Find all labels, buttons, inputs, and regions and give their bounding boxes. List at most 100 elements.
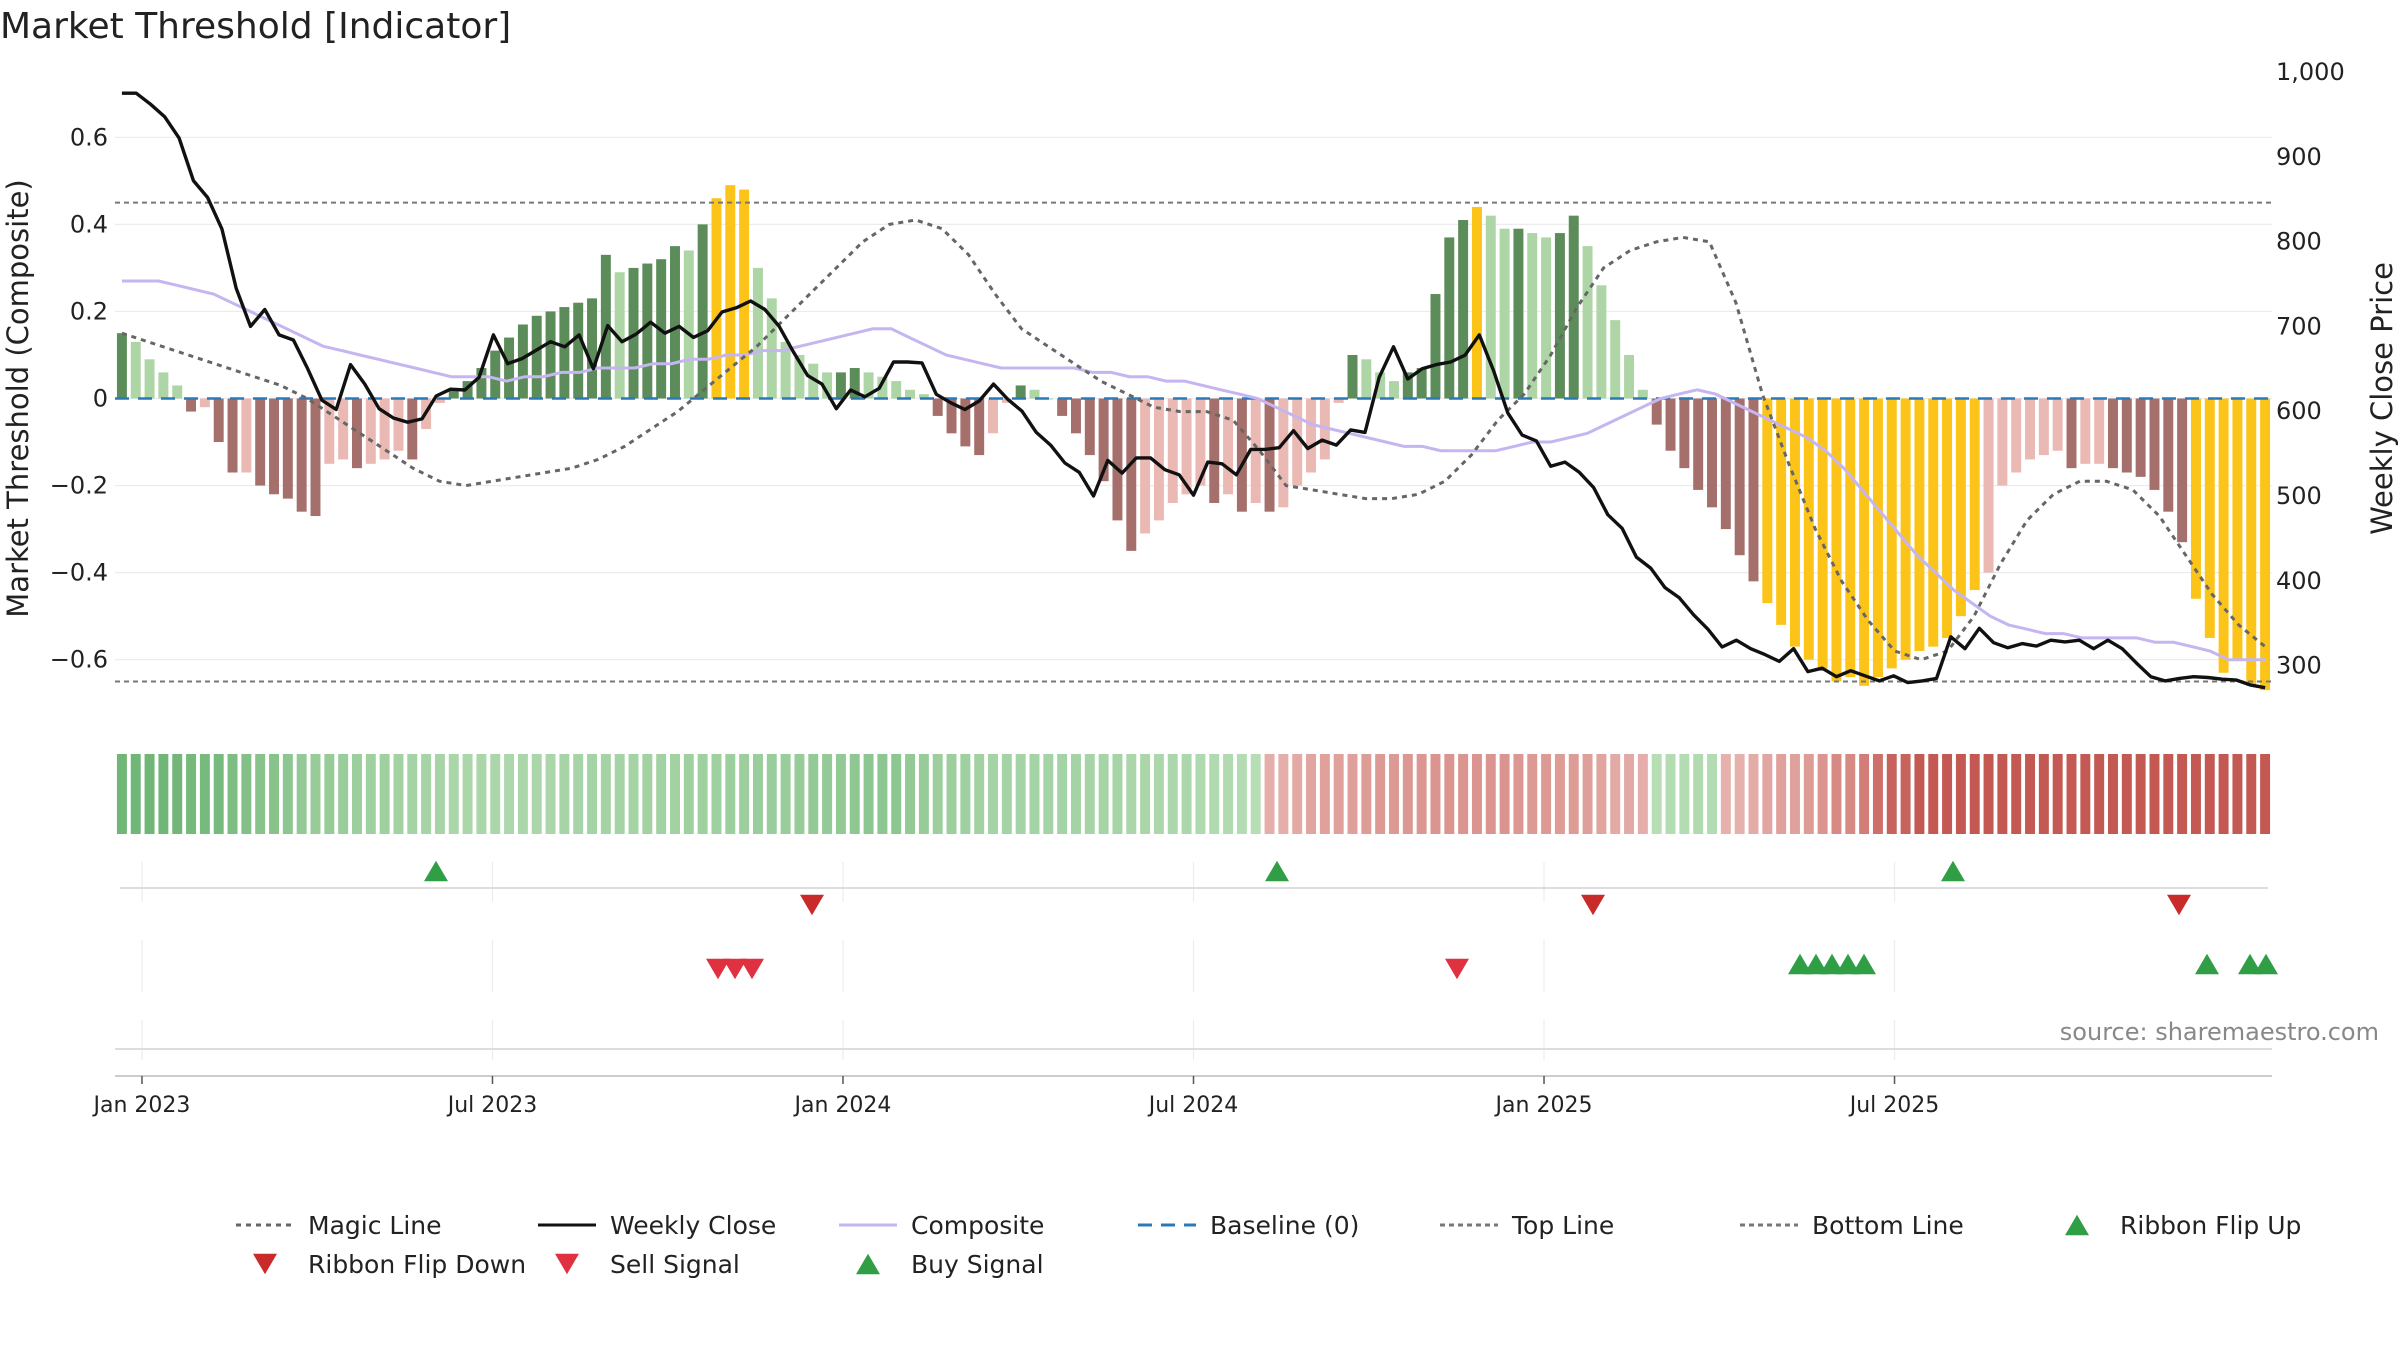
ribbon-cell — [1292, 754, 1303, 834]
ribbon-cell — [1389, 754, 1399, 834]
ribbon-cell — [1776, 754, 1787, 834]
left-axis-title: Market Threshold (Composite) — [1, 179, 35, 617]
legend-swatch — [2065, 1214, 2089, 1236]
ribbon-cell — [186, 754, 197, 834]
ribbon-cell — [393, 754, 404, 834]
ribbon-cell — [1596, 754, 1607, 834]
ribbon-cell — [587, 754, 598, 834]
ribbon-cell — [2011, 754, 2022, 834]
legend-swatch — [555, 1253, 579, 1275]
ribbon-cell — [1029, 754, 1040, 834]
composite-bar — [2177, 398, 2188, 543]
sell-signal-marker — [740, 958, 764, 980]
composite-bar — [780, 341, 791, 399]
composite-bar — [1347, 354, 1358, 399]
ribbon-cell — [1070, 754, 1081, 834]
composite-bar — [1969, 398, 1980, 591]
ribbon-cell — [213, 754, 224, 834]
ribbon-cell — [1582, 754, 1593, 834]
composite-bar — [1195, 398, 1206, 486]
ribbon-flip-down-marker — [1581, 894, 1605, 916]
composite-bar — [213, 398, 224, 443]
ribbon-cell — [2246, 754, 2257, 834]
composite-bar — [905, 389, 916, 399]
ribbon-cell — [1527, 754, 1538, 834]
composite-bar — [1942, 398, 1953, 638]
composite-bar — [2108, 398, 2118, 469]
ribbon-cell — [1375, 754, 1386, 834]
composite-bar — [434, 398, 445, 403]
composite-bar — [1624, 354, 1635, 399]
composite-bar — [697, 224, 708, 399]
ribbon-cell — [504, 754, 515, 834]
ribbon-cell — [697, 754, 708, 834]
composite-bar — [1236, 398, 1247, 512]
buy-signal-marker — [1852, 953, 1876, 975]
legend-item: Magic Line — [236, 1211, 442, 1240]
ribbon-cell — [1679, 754, 1690, 834]
composite-bar — [324, 398, 335, 464]
ribbon-cell — [1568, 754, 1579, 834]
ribbon-cell — [1430, 754, 1441, 834]
composite-bar — [2190, 398, 2201, 599]
ribbon-cell — [1181, 754, 1192, 834]
ribbon-cell — [1347, 754, 1358, 834]
ribbon-cell — [780, 754, 791, 834]
ribbon-cell — [656, 754, 667, 834]
composite-bar — [2163, 398, 2174, 512]
ribbon-cell — [1167, 754, 1178, 834]
composite-bar — [1084, 398, 1095, 456]
ribbon-cell — [1748, 754, 1759, 834]
composite-bar — [614, 272, 625, 399]
ribbon-cell — [1900, 754, 1911, 834]
composite-bar — [1375, 372, 1386, 399]
composite-bar — [683, 250, 694, 399]
ribbon-cell — [559, 754, 570, 834]
ribbon-cell — [1084, 754, 1095, 834]
legend: Magic Line Weekly Close Composite Baseline … — [236, 1211, 2301, 1279]
composite-bar — [1679, 398, 1690, 469]
ribbon-cell — [835, 754, 846, 834]
source-note: source: sharemaestro.com — [2060, 1018, 2379, 1046]
ribbon-cell — [849, 754, 860, 834]
composite-bar — [1872, 398, 1883, 678]
composite-bar — [1803, 398, 1814, 660]
ribbon-cell — [1886, 754, 1897, 834]
legend-swatch — [856, 1253, 880, 1275]
ribbon-cell — [1195, 754, 1206, 834]
ribbon-cell — [1236, 754, 1247, 834]
ribbon-cell — [365, 754, 376, 834]
ribbon-cell — [1997, 754, 2008, 834]
left-tick-label: −0.4 — [50, 559, 108, 587]
ribbon-cell — [2135, 754, 2146, 834]
ribbon-flip-panel — [424, 860, 2191, 916]
ribbon-cell — [1112, 754, 1123, 834]
composite-bar — [1748, 398, 1759, 582]
composite-bar — [504, 337, 515, 399]
ribbon-cell — [2163, 754, 2174, 834]
ribbon-cell — [338, 754, 349, 834]
composite-bar — [407, 398, 418, 460]
composite-bar — [1789, 398, 1800, 647]
legend-item: Buy Signal — [856, 1250, 1044, 1279]
composite-bar — [559, 307, 570, 399]
legend-swatch — [253, 1253, 277, 1275]
right-axis-title: Weekly Close Price — [2365, 262, 2399, 535]
composite-bar — [1900, 398, 1911, 660]
buy-signal-marker — [1836, 953, 1860, 975]
composite-bar — [725, 185, 736, 399]
ribbon-cell — [1471, 754, 1482, 834]
ribbon-cell — [1541, 754, 1552, 834]
composite-bar — [1389, 381, 1399, 399]
ribbon-cell — [1458, 754, 1469, 834]
composite-bar — [2135, 398, 2146, 477]
ribbon-cell — [2121, 754, 2132, 834]
ribbon-cell — [2190, 754, 2201, 834]
legend-label: Buy Signal — [911, 1250, 1044, 1279]
ribbon-cell — [1637, 754, 1648, 834]
ribbon-cell — [199, 754, 210, 834]
composite-bar — [573, 302, 584, 399]
left-tick-label: 0.6 — [70, 123, 108, 151]
composite-bar — [351, 398, 362, 469]
composite-bar — [1209, 398, 1220, 503]
